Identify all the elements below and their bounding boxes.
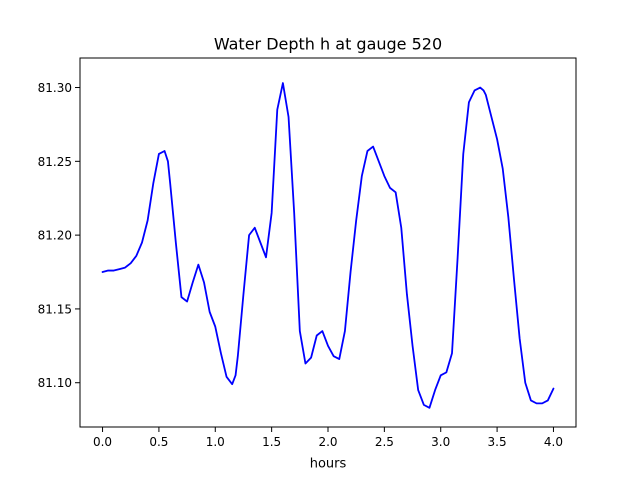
x-tick-label: 3.0	[431, 435, 450, 449]
x-tick-label: 4.0	[544, 435, 563, 449]
x-tick-label: 1.0	[206, 435, 225, 449]
x-tick-label: 0.0	[93, 435, 112, 449]
x-tick-label: 1.5	[262, 435, 281, 449]
y-tick-label: 81.10	[38, 376, 72, 390]
y-tick-label: 81.15	[38, 302, 72, 316]
chart-title: Water Depth h at gauge 520	[214, 35, 442, 54]
x-tick-label: 2.0	[318, 435, 337, 449]
series-line	[101, 82, 555, 409]
x-tick-label: 0.5	[149, 435, 168, 449]
y-tick-label: 81.30	[38, 81, 72, 95]
x-tick-label: 3.5	[488, 435, 507, 449]
x-axis-label: hours	[310, 457, 347, 472]
y-axis: 81.10 81.15 81.20 81.25 81.30	[38, 81, 80, 390]
x-tick-label: 2.5	[375, 435, 394, 449]
y-tick-label: 81.25	[38, 155, 72, 169]
x-axis: 0.0 0.5 1.0 1.5 2.0 2.5 3.0 3.5 4.0	[93, 427, 563, 449]
y-tick-label: 81.20	[38, 229, 72, 243]
